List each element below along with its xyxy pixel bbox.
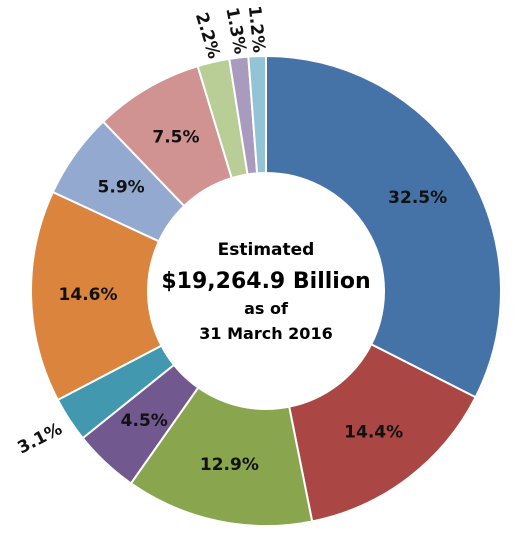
donut-slices (30, 54, 502, 527)
donut-slice-2 (288, 343, 477, 523)
slice-label-5: 3.1% (14, 419, 65, 458)
center-line-as-of: as of (244, 299, 289, 318)
slice-labels: 32.5% 14.4% 12.9% 4.5% 3.1% 14.6% 5.9% 7.5% 2.2%… (14, 5, 447, 476)
slice-label-1: 32.5% (388, 188, 447, 208)
donut-slice-6 (30, 190, 163, 402)
slice-label-7: 5.9% (98, 178, 145, 198)
donut-slice-11 (247, 54, 267, 175)
slice-label-3: 12.9% (200, 455, 259, 475)
center-line-estimated: Estimated (218, 240, 315, 260)
slice-label-9: 2.2% (191, 10, 224, 61)
slice-label-8: 7.5% (152, 127, 199, 147)
donut-slice-1 (265, 54, 502, 399)
slice-label-4: 4.5% (121, 411, 168, 431)
center-annotation: Estimated $19,264.9 Billion as of 31 Mar… (161, 240, 370, 343)
slice-label-6: 14.6% (59, 285, 118, 305)
center-line-total: $19,264.9 Billion (161, 269, 370, 294)
slice-label-11: 1.2% (244, 5, 269, 54)
slice-label-2: 14.4% (344, 423, 403, 443)
center-line-date: 31 March 2016 (199, 324, 332, 343)
